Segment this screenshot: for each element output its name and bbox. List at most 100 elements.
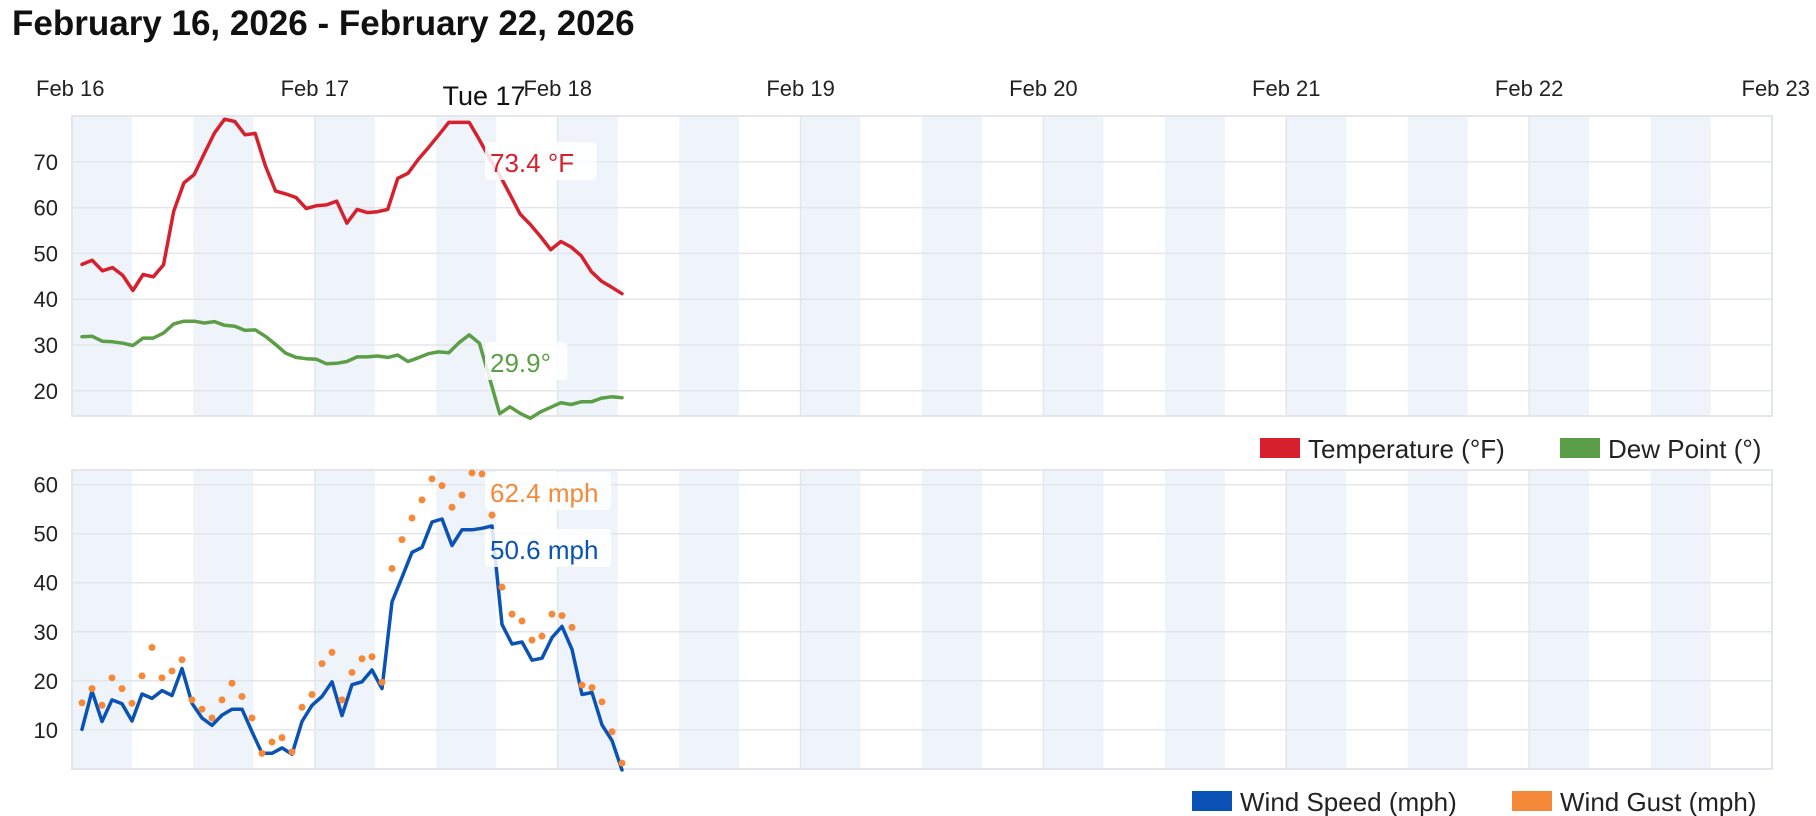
wind-gust-point	[108, 674, 116, 682]
wind-gust-point	[508, 610, 516, 618]
wind-gust-point	[338, 696, 346, 704]
y-tick-label: 60	[34, 196, 58, 221]
wind-gust-point	[178, 656, 186, 664]
chart-series[interactable]	[78, 117, 626, 772]
x-tick-label: Feb 22	[1495, 76, 1564, 101]
wind-gust-point	[388, 565, 396, 573]
day-band	[1043, 116, 1104, 416]
tooltip-box	[485, 142, 597, 180]
wind-gust-point	[348, 668, 356, 676]
hover-tooltips: 73.4 °F 29.9° 50.6 mph 62.4 mph	[485, 142, 611, 567]
wind-gust-point	[488, 511, 496, 519]
y-axis-ticks: 20 30 40 50 60 70 10 20 30 40 50 60	[34, 150, 58, 743]
legend-swatch	[1560, 438, 1600, 458]
day-band	[922, 116, 982, 416]
day-band	[1650, 116, 1711, 416]
y-tick-label: 70	[34, 150, 58, 175]
day-band	[436, 470, 497, 769]
grid-lines	[71, 115, 1773, 770]
wind-gust-point	[468, 469, 476, 477]
day-band	[1043, 470, 1104, 769]
tooltip-box	[485, 342, 568, 380]
y-tick-label: 40	[34, 287, 58, 312]
legend-swatch	[1260, 438, 1300, 458]
wind-gust-point	[78, 699, 86, 707]
page-title: February 16, 2026 - February 22, 2026	[12, 4, 635, 43]
hover-day-label: Tue 17	[442, 81, 525, 111]
day-band	[1164, 116, 1225, 416]
day-band	[1164, 470, 1225, 769]
wind-gust-point	[438, 482, 446, 490]
day-band	[1529, 470, 1590, 769]
wind-gust-point	[258, 749, 266, 757]
day-band	[1650, 470, 1711, 769]
wind-gust-point	[328, 648, 336, 656]
legend-label: Temperature (°F)	[1308, 434, 1505, 464]
wind-gust-point	[578, 681, 586, 689]
wind-gust-point	[128, 699, 136, 707]
day-band	[1407, 470, 1468, 769]
wind-speed-line	[80, 517, 624, 772]
x-tick-label: Feb 16	[36, 76, 105, 101]
legend-swatch	[1512, 791, 1552, 811]
wind-gust-point	[598, 698, 606, 706]
x-tick-label: Feb 17	[281, 76, 350, 101]
wind-gust-point	[448, 503, 456, 511]
wind-gust-point	[318, 660, 326, 668]
wind-gust-point	[208, 714, 216, 722]
wind-gust-point	[148, 643, 156, 651]
day-band	[557, 470, 618, 769]
wind-gust-point	[278, 734, 286, 742]
day-band	[314, 470, 375, 769]
x-tick-label: Feb 21	[1252, 76, 1321, 101]
temperature-line	[80, 117, 624, 296]
wind-gust-point	[558, 612, 566, 620]
wind-gust-point	[358, 655, 366, 663]
x-tick-label: Feb 19	[766, 76, 835, 101]
wind-gust-point	[588, 684, 596, 692]
wind-gust-point	[538, 632, 546, 640]
day-band	[72, 116, 132, 416]
wind-gust-point	[238, 692, 246, 700]
legend-label: Dew Point (°)	[1608, 434, 1761, 464]
tooltip-value: 50.6 mph	[490, 535, 598, 565]
wind-gust-point	[608, 728, 616, 736]
wind-gust-point	[198, 705, 206, 713]
wind-gust-point	[308, 690, 316, 698]
wind-gust-point	[298, 703, 306, 711]
wind-gust-point	[458, 491, 466, 499]
tooltip-value: 29.9°	[490, 348, 551, 378]
wind-gust-point	[268, 738, 276, 746]
wind-gust-point	[498, 583, 506, 591]
wind-gust-point	[288, 748, 296, 756]
day-band	[193, 116, 254, 416]
wind-gust-point	[98, 701, 106, 709]
day-band	[1407, 116, 1468, 416]
day-band	[193, 470, 254, 769]
tooltip-box	[485, 529, 611, 567]
wind-gust-point	[428, 475, 436, 483]
chart-legends: Temperature (°F) Dew Point (°) Wind Speed …	[1192, 434, 1761, 816]
wind-gust-point	[408, 514, 416, 522]
y-tick-label: 30	[34, 620, 58, 645]
wind-gust-point	[418, 496, 426, 504]
wind-gust-point	[188, 696, 196, 704]
day-band	[314, 116, 375, 416]
x-axis-ticks: Feb 16 Feb 17 Feb 18 Feb 19 Feb 20 Feb 21 Feb …	[36, 76, 1810, 111]
y-tick-label: 30	[34, 333, 58, 358]
wind-gust-point	[528, 636, 536, 644]
y-tick-label: 50	[34, 241, 58, 266]
day-bands	[72, 116, 1711, 769]
plot-frame	[71, 115, 1773, 417]
tooltip-value: 73.4 °F	[490, 148, 574, 178]
y-tick-label: 60	[34, 473, 58, 498]
wind-gust-point	[478, 470, 486, 478]
day-band	[1529, 116, 1590, 416]
day-band	[1286, 116, 1347, 416]
dew-point-line	[80, 319, 624, 421]
y-tick-label: 10	[34, 718, 58, 743]
wind-gust-point	[218, 696, 226, 704]
y-tick-label: 20	[34, 669, 58, 694]
wind-gust-point	[618, 759, 626, 767]
